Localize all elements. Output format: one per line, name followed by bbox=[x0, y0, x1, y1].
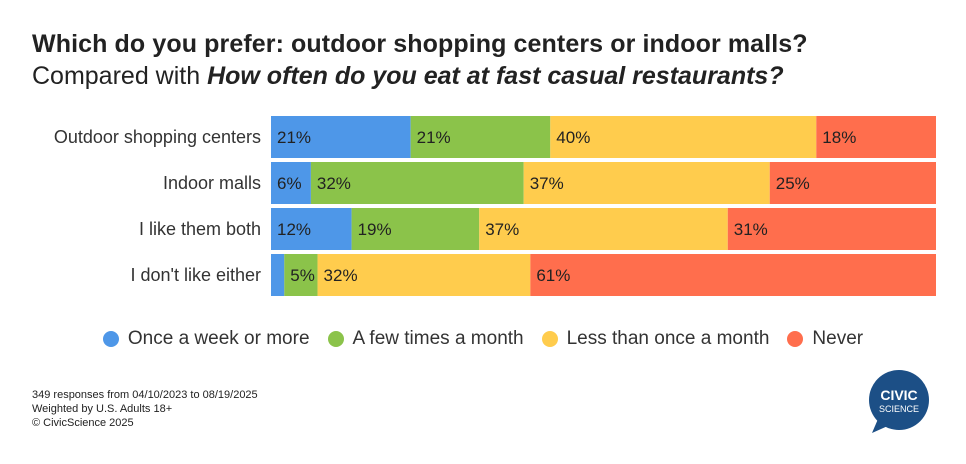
legend-item: Once a week or more bbox=[102, 328, 310, 350]
legend-label: A few times a month bbox=[352, 328, 524, 349]
bar-segment bbox=[271, 162, 311, 204]
logo-badge bbox=[869, 370, 929, 430]
bar-segment bbox=[351, 208, 480, 250]
data-label: 31% bbox=[734, 220, 768, 239]
legend-item: A few times a month bbox=[327, 328, 524, 350]
bar-segment bbox=[479, 208, 728, 250]
bar-segment bbox=[410, 116, 551, 158]
civicscience-logo: CIVIC SCIENCE bbox=[869, 370, 929, 433]
chart-title: Which do you prefer: outdoor shopping ce… bbox=[32, 30, 808, 58]
data-label: 32% bbox=[317, 174, 351, 193]
bar-segment bbox=[271, 208, 352, 250]
legend-label: Once a week or more bbox=[127, 328, 310, 349]
data-label: 6% bbox=[277, 174, 302, 193]
footer-weighting: Weighted by U.S. Adults 18+ bbox=[32, 403, 173, 415]
category-label: Indoor malls bbox=[163, 173, 261, 193]
legend-label: Less than once a month bbox=[566, 328, 770, 349]
data-label: 40% bbox=[556, 128, 590, 147]
data-label: 12% bbox=[277, 220, 311, 239]
category-label: Outdoor shopping centers bbox=[54, 127, 261, 147]
bar-segment bbox=[284, 254, 318, 296]
legend-swatch bbox=[102, 331, 119, 347]
legend-item: Less than once a month bbox=[541, 328, 770, 350]
data-label: 18% bbox=[822, 128, 856, 147]
bar-segment bbox=[727, 208, 936, 250]
bar-segment bbox=[769, 162, 936, 204]
data-label: 19% bbox=[358, 220, 392, 239]
logo-text-civic: CIVIC bbox=[880, 387, 917, 403]
bar-segment bbox=[530, 254, 936, 296]
logo-speech-tail bbox=[872, 419, 890, 433]
bar-segment bbox=[310, 162, 524, 204]
data-label: 21% bbox=[417, 128, 451, 147]
legend-item: Never bbox=[787, 328, 863, 350]
data-label: 61% bbox=[536, 266, 570, 285]
category-label: I don't like either bbox=[130, 265, 261, 285]
stacked-bar-chart: Outdoor shopping centers 21% 21% 40% 18% Indo… bbox=[54, 116, 936, 296]
footer-notes: 349 responses from 04/10/2023 to 08/19/2… bbox=[32, 388, 258, 430]
chart-legend: Once a week or more A few times a month Le… bbox=[0, 328, 966, 350]
logo-text-science: SCIENCE bbox=[879, 404, 919, 414]
data-label: 5% bbox=[290, 266, 315, 285]
subtitle-emphasis: How often do you eat at fast casual rest… bbox=[207, 62, 784, 90]
data-label: 25% bbox=[776, 174, 810, 193]
data-label: 21% bbox=[277, 128, 311, 147]
legend-label: Never bbox=[812, 328, 864, 349]
footer-responses: 349 responses from 04/10/2023 to 08/19/2… bbox=[32, 389, 258, 401]
bar-segment bbox=[271, 254, 285, 296]
legend-swatch bbox=[541, 331, 558, 347]
category-label: I like them both bbox=[139, 219, 261, 239]
subtitle-prefix: Compared with bbox=[32, 62, 208, 90]
bar-segment bbox=[317, 254, 531, 296]
bar-segment bbox=[816, 116, 936, 158]
bar-segment bbox=[550, 116, 817, 158]
bar-segment bbox=[523, 162, 770, 204]
data-label: 32% bbox=[324, 266, 358, 285]
data-label: 37% bbox=[530, 174, 564, 193]
footer-copyright: © CivicScience 2025 bbox=[32, 417, 134, 429]
legend-swatch bbox=[327, 331, 344, 347]
legend-swatch bbox=[787, 331, 804, 347]
bar-segment bbox=[271, 116, 411, 158]
chart-subtitle: Compared with How often do you eat at fa… bbox=[32, 62, 784, 91]
data-label: 37% bbox=[485, 220, 519, 239]
